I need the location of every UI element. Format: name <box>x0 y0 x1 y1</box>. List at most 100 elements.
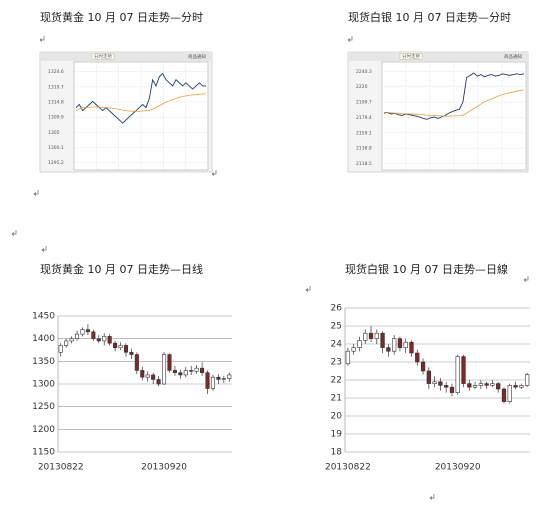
y-tick-label: 22 <box>331 376 342 386</box>
candle-body <box>205 372 210 389</box>
candle-body <box>216 376 221 380</box>
candle-body <box>345 350 351 365</box>
y-tick-label: 24 <box>331 340 343 350</box>
candle-body <box>432 381 437 384</box>
candle-body <box>118 345 123 349</box>
candle-body <box>96 338 101 342</box>
y-tick-label: 1305 <box>48 130 60 136</box>
candle-body <box>167 354 172 371</box>
y-tick-label: 25 <box>331 322 342 332</box>
tab-label: 分时走势 <box>402 53 420 60</box>
candle-body <box>113 342 118 349</box>
y-tick-label: 1250 <box>32 402 55 412</box>
candle-body <box>102 336 107 342</box>
y-tick-label: 2159.1 <box>356 130 372 136</box>
candle-body <box>426 370 431 384</box>
candle-body <box>172 370 177 373</box>
y-tick-label: 1324.6 <box>48 69 64 75</box>
candle-body <box>58 345 63 353</box>
candle-body <box>513 385 518 388</box>
candle-body <box>85 329 90 333</box>
candle-body <box>210 376 216 389</box>
candle-body <box>134 354 139 371</box>
candle-body <box>380 332 385 348</box>
chart-title: 现货黄金 10 月 07 日走势—分时 <box>40 10 203 24</box>
candle-body <box>397 338 403 348</box>
y-tick-label: 1300.1 <box>48 145 64 151</box>
header-strip <box>40 52 212 61</box>
candle-body <box>461 356 466 384</box>
candle-body <box>189 370 194 372</box>
y-tick-label: 21 <box>331 394 342 404</box>
candle-body <box>490 383 495 386</box>
y-tick-label: 1150 <box>32 448 55 458</box>
candle-body <box>145 374 150 378</box>
candle-body <box>129 351 134 355</box>
y-tick-label: 1314.8 <box>48 100 64 106</box>
paragraph-marks <box>11 36 529 500</box>
candle-body <box>64 340 69 346</box>
candle-body <box>221 378 226 380</box>
y-tick-label: 2220 <box>356 84 368 90</box>
candle-body <box>519 385 524 388</box>
y-tick-label: 2179.4 <box>356 115 372 121</box>
x-tick-label: 20130920 <box>141 463 187 473</box>
candle-body <box>368 332 374 339</box>
y-tick-label: 1295.2 <box>48 160 64 166</box>
y-tick-label: 2240.3 <box>356 69 372 75</box>
candle-body <box>194 367 199 372</box>
candle-body <box>467 383 472 388</box>
candle-body <box>386 347 391 352</box>
y-tick-label: 1319.7 <box>48 84 64 90</box>
y-tick-label: 1309.9 <box>48 115 64 121</box>
y-tick-label: 2138.8 <box>356 146 372 152</box>
candle-body <box>183 370 188 376</box>
candle-body <box>438 381 443 386</box>
y-tick-label: 26 <box>331 304 343 314</box>
candle-body <box>161 354 167 385</box>
y-tick-label: 18 <box>331 448 343 458</box>
candle-body <box>123 345 129 353</box>
candle-body <box>80 329 85 335</box>
y-tick-label: 2118.5 <box>356 161 372 167</box>
candle-body <box>351 347 356 352</box>
tab <box>91 53 115 60</box>
y-tick-label: 1300 <box>32 380 55 390</box>
candle-body <box>409 341 414 354</box>
candle-body <box>357 340 362 348</box>
candle-body <box>178 372 183 376</box>
candle-body <box>472 385 478 388</box>
x-tick-label: 20130920 <box>435 463 481 473</box>
x-tick-label: 20130822 <box>38 463 84 473</box>
chart-title: 现货白银 10 月 07 日走势—日線 <box>345 262 508 276</box>
candle-body <box>107 336 112 344</box>
candle-body <box>363 332 368 341</box>
price-line <box>383 72 525 120</box>
link: 商品通知 <box>504 53 522 60</box>
candle-body <box>420 361 426 372</box>
y-tick-label: 23 <box>331 358 342 368</box>
candle-body <box>91 331 96 339</box>
candle-body <box>478 383 484 386</box>
y-tick-label: 1400 <box>32 334 55 344</box>
candle-body <box>501 388 507 402</box>
chart-title: 现货黄金 10 月 07 日走势—日线 <box>40 262 203 276</box>
candle-body <box>151 374 156 380</box>
y-tick-label: 1350 <box>32 357 55 367</box>
price-line <box>384 89 525 117</box>
candle-body <box>156 379 161 385</box>
candle-body <box>415 352 420 363</box>
candle-body <box>444 385 449 388</box>
candle-body <box>227 374 232 379</box>
header-strip <box>348 52 528 61</box>
candle-body <box>140 370 145 378</box>
y-tick-label: 1450 <box>32 312 55 322</box>
tab <box>399 53 423 60</box>
y-tick-label: 20 <box>331 412 343 422</box>
y-tick-label: 19 <box>331 430 343 440</box>
candle-body <box>74 333 80 339</box>
candle-body <box>449 386 455 393</box>
candle-body <box>524 374 530 386</box>
candle-body <box>496 383 501 390</box>
